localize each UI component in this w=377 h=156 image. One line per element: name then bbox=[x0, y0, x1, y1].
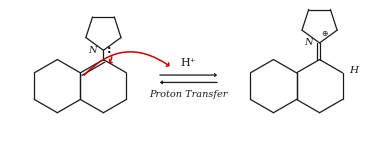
Text: Proton Transfer: Proton Transfer bbox=[149, 90, 228, 99]
Text: N: N bbox=[88, 46, 97, 55]
Text: H⁺: H⁺ bbox=[181, 58, 196, 68]
Text: :: : bbox=[106, 45, 111, 55]
Text: H: H bbox=[349, 66, 358, 76]
Text: ⊕: ⊕ bbox=[322, 29, 328, 39]
Text: N: N bbox=[304, 38, 313, 47]
